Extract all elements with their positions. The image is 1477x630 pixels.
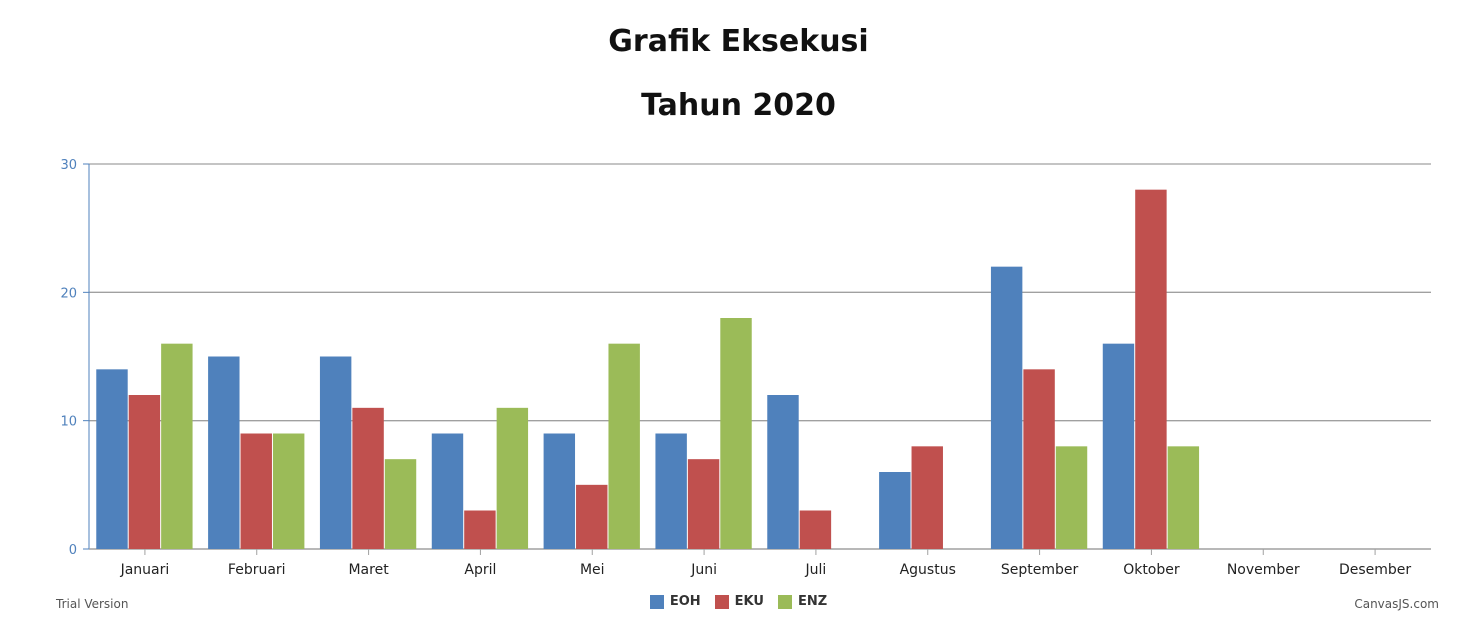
bar-eoh	[879, 472, 911, 549]
bar-eku	[911, 446, 943, 549]
bar-enz	[608, 343, 640, 549]
bar-enz	[1055, 446, 1088, 549]
bar-eoh	[431, 433, 464, 549]
bar-eku	[687, 459, 720, 549]
x-tick-label: Agustus	[900, 562, 956, 578]
bar-enz	[1167, 446, 1200, 549]
bar-enz	[720, 318, 752, 549]
bar-eku	[128, 395, 161, 549]
bar-eoh	[543, 433, 576, 549]
bar-eku	[1135, 189, 1167, 549]
bar-eoh	[990, 266, 1023, 549]
canvasjs-credit-link[interactable]: CanvasJS.com	[1354, 597, 1439, 611]
bar-eku	[352, 407, 384, 549]
legend-label: EKU	[734, 594, 764, 609]
bar-enz	[272, 433, 305, 549]
x-tick-label: April	[464, 562, 496, 578]
bar-eoh	[96, 369, 128, 549]
x-tick-label: Maret	[348, 562, 389, 578]
bar-eku	[240, 433, 272, 549]
x-tick-label: September	[1001, 562, 1079, 578]
bar-eoh	[767, 395, 799, 549]
legend-item-eoh[interactable]: EOH	[649, 594, 701, 609]
bar-enz	[161, 343, 193, 549]
x-tick-label: Februari	[228, 562, 286, 578]
x-tick-label: Juli	[805, 562, 827, 578]
y-tick-label: 20	[60, 286, 77, 301]
y-tick-label: 10	[60, 415, 77, 430]
bar-eku	[464, 510, 496, 549]
legend-item-eku[interactable]: EKU	[714, 594, 764, 609]
bar-eoh	[208, 356, 240, 549]
x-tick-label: Juni	[690, 562, 717, 578]
chart-title: Grafik Eksekusi	[608, 24, 869, 59]
y-tick-label: 0	[69, 543, 77, 558]
bar-eku	[576, 484, 608, 549]
bar-eoh	[319, 356, 352, 549]
chart-subtitle: Tahun 2020	[641, 88, 836, 123]
legend-label: ENZ	[797, 594, 828, 609]
bar-enz	[384, 459, 417, 549]
bar-eku	[799, 510, 832, 549]
trial-version-label: Trial Version	[56, 597, 129, 611]
x-tick-label: Desember	[1339, 562, 1411, 578]
bar-eoh	[655, 433, 687, 549]
bar-chart: 0 10 20 30 Januari Februari Maret April Mei Juni J…	[60, 158, 1431, 578]
bar-eoh	[1102, 343, 1135, 549]
x-tick-label: November	[1227, 562, 1300, 578]
legend-label: EOH	[669, 594, 701, 609]
y-tick-label: 30	[60, 158, 77, 173]
x-tick-label: Oktober	[1123, 562, 1180, 578]
chart-legend: EOH EKU ENZ	[0, 594, 1477, 609]
legend-swatch	[714, 594, 729, 609]
x-tick-label: Januari	[120, 562, 170, 578]
bar-enz	[496, 407, 529, 549]
bar-eku	[1023, 369, 1055, 549]
legend-swatch	[649, 594, 664, 609]
x-tick-label: Mei	[580, 562, 605, 578]
legend-item-enz[interactable]: ENZ	[777, 594, 828, 609]
legend-swatch	[777, 594, 792, 609]
